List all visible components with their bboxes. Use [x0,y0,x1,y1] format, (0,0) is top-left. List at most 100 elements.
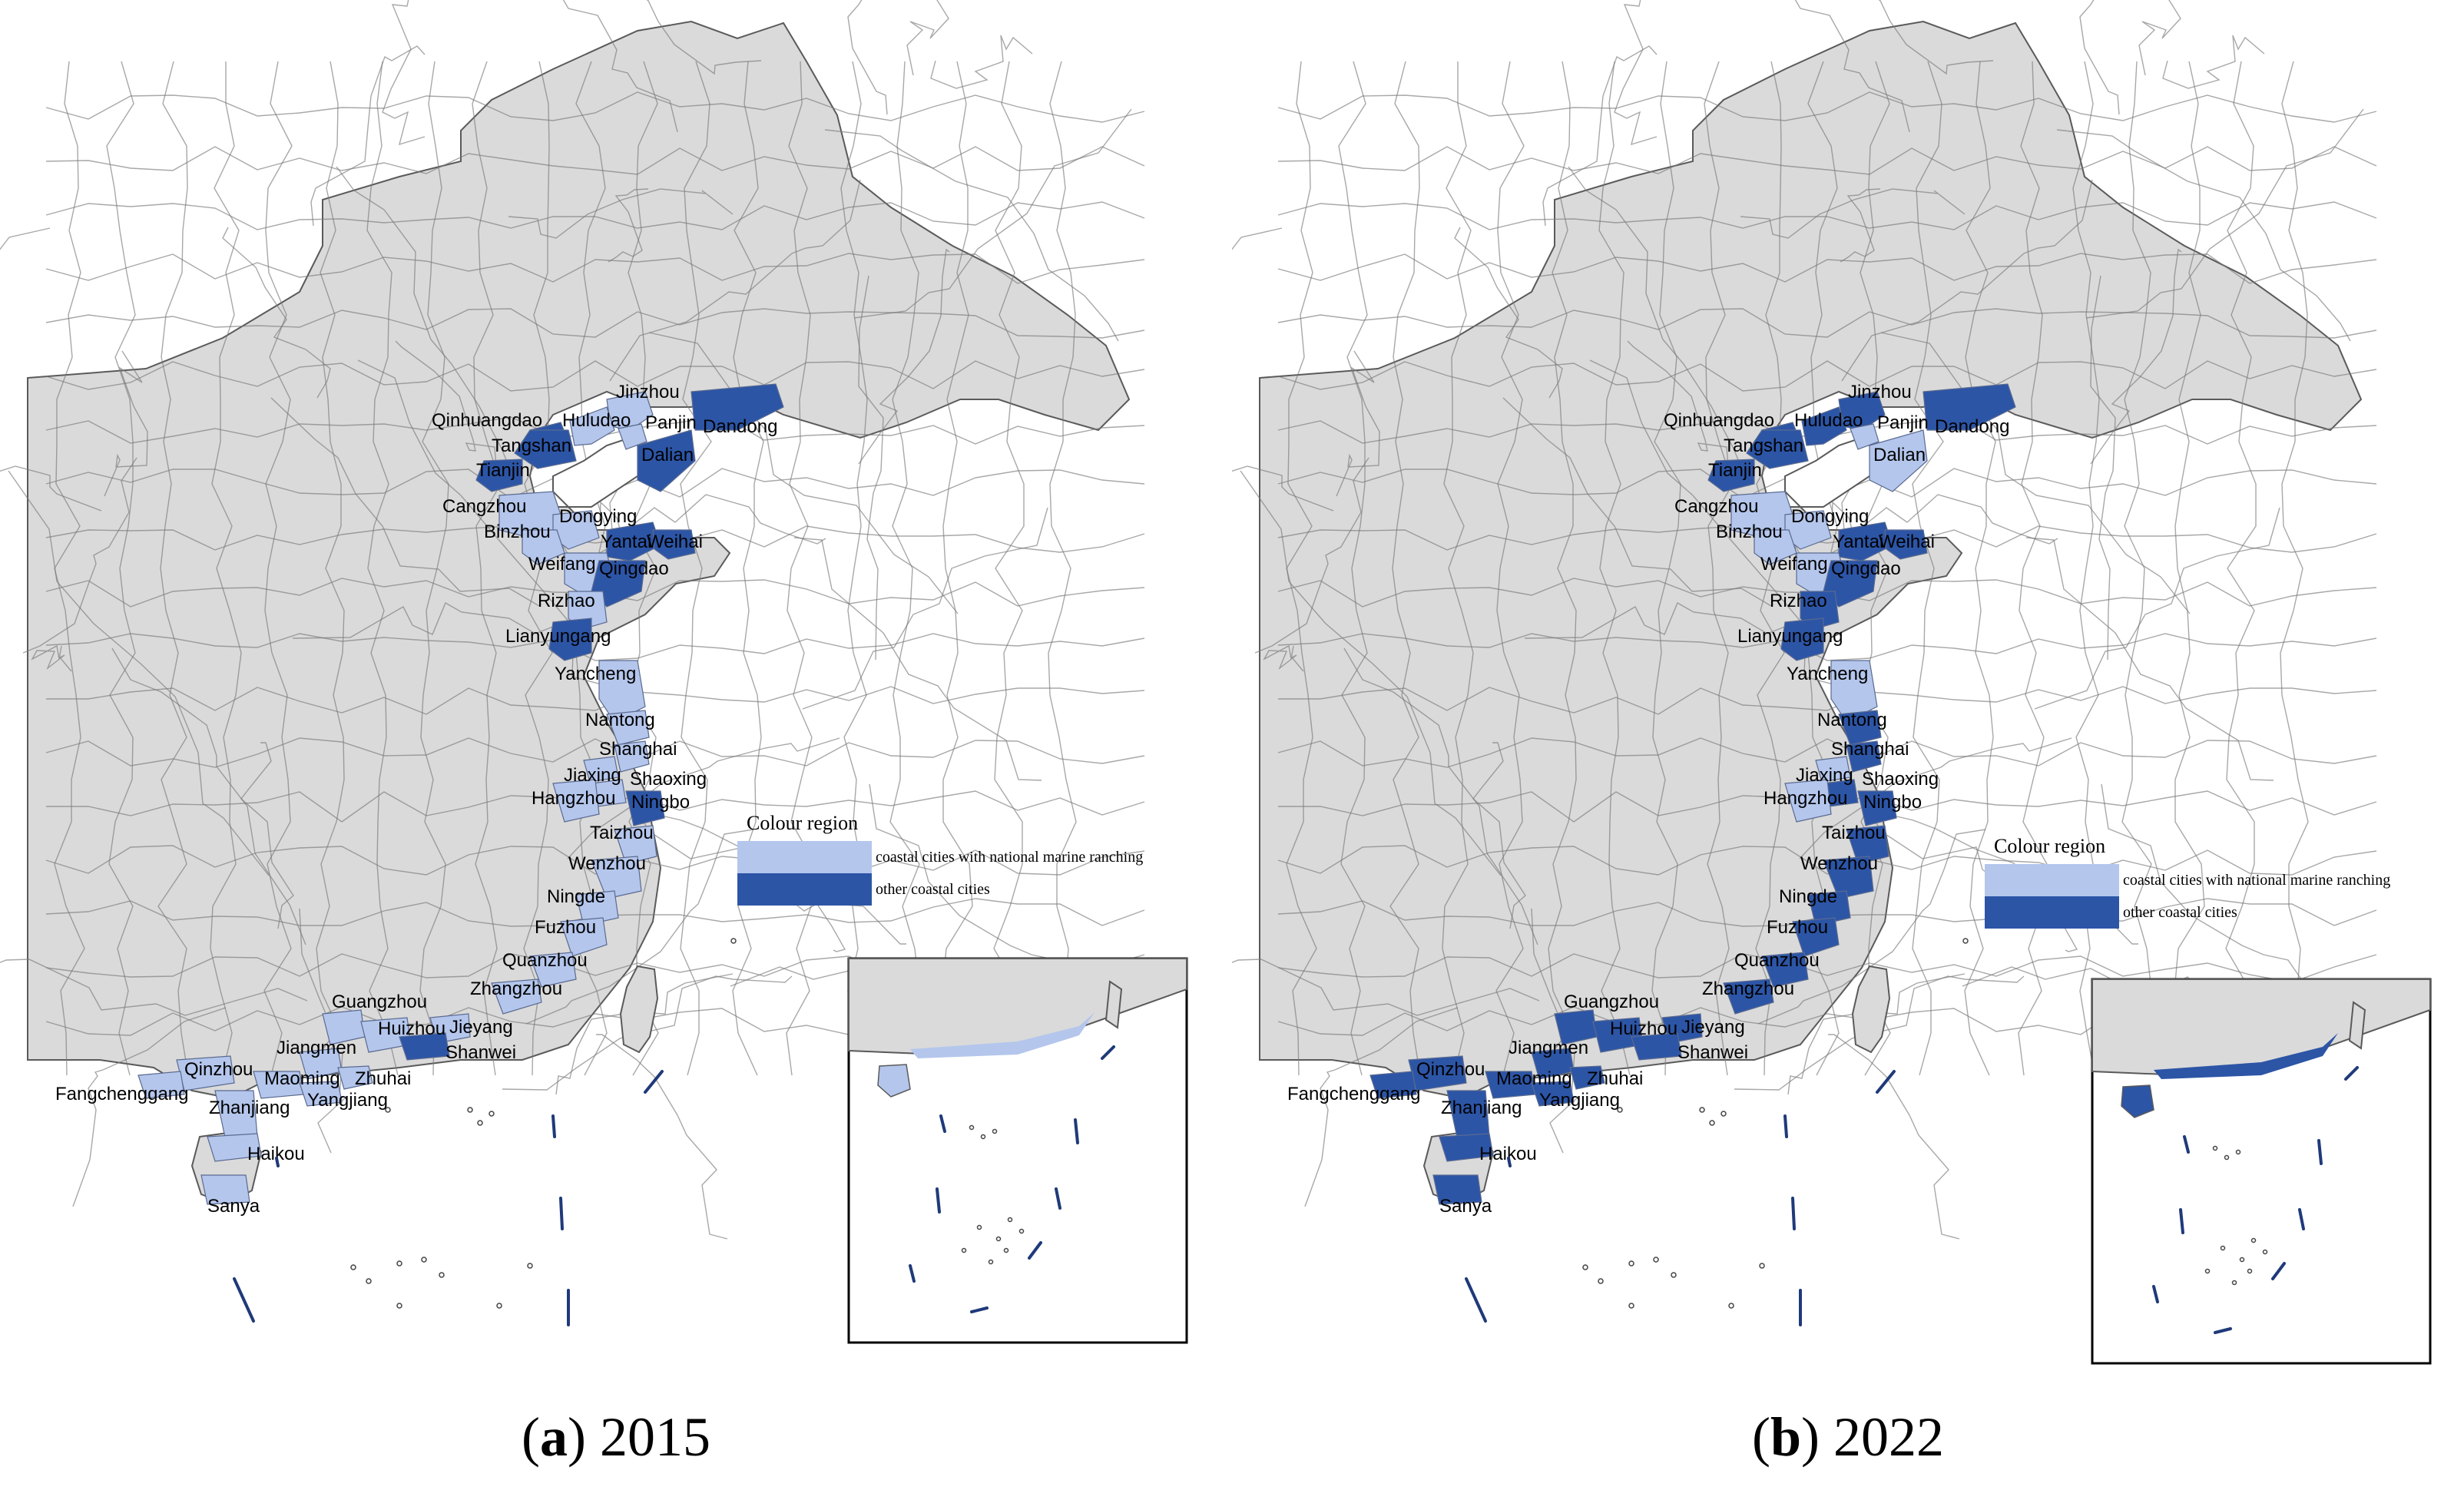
province-boundaries [0,0,1145,1240]
boundary-line [1277,953,2377,983]
islet [1962,938,1969,944]
city-region-shanghai [614,740,650,773]
boundary-line [46,686,1145,715]
boundary-line [72,1007,227,1207]
boundary-line [1964,61,1996,1076]
city-label-qinzhou: Qinzhou [1416,1059,1485,1080]
boundary-line [45,845,1145,876]
boundary-line [45,308,1145,339]
legend-title: Colour region [1994,835,2105,857]
legend-swatch [1985,896,2119,929]
city-label-qinhuangdao: Qinhuangdao [432,410,542,431]
city-label-lianyungang: Lianyungang [505,626,611,647]
taiwan-island [619,965,659,1054]
inset-islet [2247,1268,2253,1274]
boundary-line [680,61,712,1076]
inset-dash-line [1055,1187,1061,1210]
boundary-line [2174,61,2205,1076]
city-label-weifang: Weifang [1760,554,1828,575]
legend: Colour region coastal cities with nationa… [1985,835,2390,929]
inset-hainan [2121,1084,2154,1118]
boundary-line [628,61,659,1076]
city-region-fangchenggang [137,1071,185,1099]
inset-dash-line [2152,1285,2159,1303]
boundary-line [1495,61,1525,1076]
inset-islet [2220,1245,2226,1251]
city-region-dalian [637,429,696,492]
boundary-line [1878,0,1994,75]
city-region-binzhou [1754,529,1797,565]
city-label-zhanjiang: Zhanjiang [1441,1098,1522,1118]
inset-dash-line [2179,1208,2184,1234]
inset-islet [2250,1237,2257,1243]
boundary-line [1232,465,1334,512]
city-region-yangjiang [299,1081,343,1107]
islet [730,938,737,944]
city-region-huludao [1801,406,1847,446]
dash-line [1791,1197,1796,1230]
inset-islet [976,1224,982,1230]
boundary-line [31,644,72,672]
city-label-ningbo: Ningbo [1863,792,1922,813]
islet [1653,1257,1659,1263]
boundary-line [1755,61,1785,1076]
caption-year: 2022 [1833,1406,1944,1468]
boundary-line [1502,397,1772,607]
inset-dash-line [2271,1262,2286,1280]
city-label-guangzhou: Guangzhou [332,992,427,1012]
boundary-line [222,227,331,399]
city-label-cangzhou: Cangzhou [442,496,526,517]
boundary-line [1277,845,2377,876]
legend-item-label: coastal cities with national marine ranc… [876,849,1143,866]
city-region-zhangzhou [1723,978,1774,1015]
inset-islet [980,1134,986,1140]
islet [488,1111,495,1117]
boundary-line [889,61,920,1076]
city-region-quanzhou [529,952,577,988]
city-label-fangchenggang: Fangchenggang [55,1084,188,1104]
boundary-line [106,61,136,1076]
boundary-line [310,45,426,227]
city-label-taizhou: Taizhou [1822,823,1886,843]
boundary-line [104,350,148,497]
boundary-line [1254,457,1369,654]
city-region-tianjin [475,459,523,492]
city-label-maoming: Maoming [1496,1068,1572,1089]
inset-dash-line [1028,1241,1042,1260]
boundary-line [1794,0,1910,133]
dash-line [275,1157,280,1167]
boundary-line [1734,975,2025,1091]
city-label-shaoxing: Shaoxing [630,769,707,790]
boundary-line [793,537,1042,781]
city-label-qinhuangdao: Qinhuangdao [1664,410,1774,431]
islet [421,1257,427,1263]
boundary-line [1277,360,2377,392]
islet [1617,1107,1623,1113]
city-label-nantong: Nantong [1817,710,1887,730]
city-region-nantong [1838,710,1882,746]
boundary-line [1651,61,1681,1076]
inset-islet [2231,1280,2237,1286]
inset-dash-line [1074,1118,1079,1144]
city-region-yangjiang [1531,1081,1575,1107]
boundary-line [1627,340,1730,485]
boundary-line [419,61,449,1076]
city-label-weifang: Weifang [528,554,596,575]
boundary-line [1343,647,1538,945]
city-region-ningde [575,890,619,926]
boundary-line [1740,188,1966,239]
boundary-line [22,457,137,654]
city-region-fangchenggang [1369,1071,1417,1099]
boundary-line [210,61,242,1076]
boundary-line [111,647,306,945]
city-region-weihai [1884,529,1928,560]
dash-line [559,1197,564,1230]
boundary-line [786,61,816,1076]
city-label-panjin: Panjin [645,412,697,433]
city-region-panjin [1850,423,1879,450]
inset-islet [2235,1149,2241,1155]
city-label-qingdao: Qingdao [1831,558,1901,579]
inset-islet [2224,1154,2230,1161]
boundary-line [858,275,884,661]
city-label-fuzhou: Fuzhou [535,917,596,938]
